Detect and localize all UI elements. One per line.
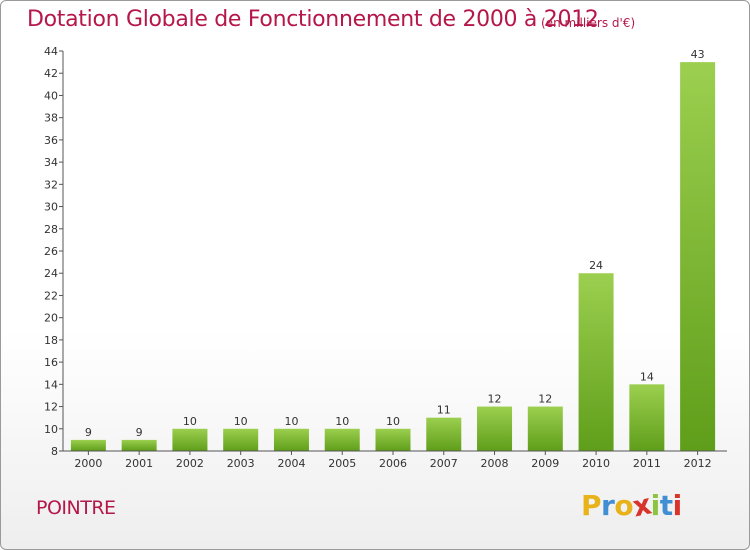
y-tick-label: 10 (44, 423, 58, 436)
data-label-2011: 14 (640, 370, 654, 383)
bar-2004 (273, 428, 309, 451)
x-tick-label-2000: 2000 (74, 457, 102, 470)
x-tick-label-2004: 2004 (277, 457, 305, 470)
bar-2009 (527, 406, 563, 451)
unit-label: (en milliers d'€) (541, 16, 636, 30)
data-label-2000: 9 (85, 426, 92, 439)
x-tick-label-2010: 2010 (582, 457, 610, 470)
bar-2010 (578, 273, 614, 451)
chart-title: Dotation Globale de Fonctionnement de 20… (27, 7, 599, 32)
bar-2005 (324, 428, 360, 451)
data-label-2010: 24 (589, 259, 603, 272)
bar-2003 (223, 428, 259, 451)
x-tick-label-2001: 2001 (125, 457, 153, 470)
bar-2007 (426, 417, 462, 451)
bar-2000 (70, 439, 106, 451)
x-tick-label-2011: 2011 (633, 457, 661, 470)
y-tick-label: 30 (44, 201, 58, 214)
y-tick-label: 8 (51, 445, 58, 458)
x-tick-label-2006: 2006 (379, 457, 407, 470)
logo-letter: P (581, 489, 602, 522)
bar-2011 (629, 384, 665, 451)
logo-letter: t (659, 489, 673, 522)
y-tick-label: 28 (44, 223, 58, 236)
data-label-2002: 10 (183, 415, 197, 428)
y-tick-label: 14 (44, 378, 58, 391)
y-tick-label: 26 (44, 245, 58, 258)
y-tick-label: 34 (44, 156, 58, 169)
bar-2012 (680, 62, 716, 451)
x-tick-label-2003: 2003 (227, 457, 255, 470)
data-label-2004: 10 (284, 415, 298, 428)
logo-letter: i (650, 489, 661, 522)
y-tick-label: 16 (44, 356, 58, 369)
y-tick-label: 42 (44, 67, 58, 80)
data-label-2005: 10 (335, 415, 349, 428)
data-label-2008: 12 (488, 393, 502, 406)
y-tick-label: 12 (44, 401, 58, 414)
logo-letter: r (601, 489, 615, 522)
bar-chart: 8 10 12 14 16 18 20 22 24 26 28 30 32 34 36 38 40 42 44 9 9… (44, 45, 727, 470)
x-tick-label-2008: 2008 (481, 457, 509, 470)
y-tick-label: 38 (44, 112, 58, 125)
commune-name: POINTRE (36, 497, 116, 519)
x-tick-label-2002: 2002 (176, 457, 204, 470)
data-label-2009: 12 (538, 393, 552, 406)
bar-2006 (375, 428, 411, 451)
x-tick-label-2007: 2007 (430, 457, 458, 470)
x-tick-label-2009: 2009 (531, 457, 559, 470)
y-tick-label: 40 (44, 89, 58, 102)
y-tick-label: 24 (44, 267, 58, 280)
data-label-2006: 10 (386, 415, 400, 428)
y-tick-label: 22 (44, 289, 58, 302)
x-tick-label-2005: 2005 (328, 457, 356, 470)
data-label-2003: 10 (234, 415, 248, 428)
data-label-2007: 11 (437, 404, 451, 417)
bar-2001 (121, 439, 157, 451)
y-tick-label: 44 (44, 45, 58, 58)
x-tick-label-2012: 2012 (684, 457, 712, 470)
y-tick-label: 18 (44, 334, 58, 347)
data-label-2001: 9 (136, 426, 143, 439)
y-tick-label: 36 (44, 134, 58, 147)
y-tick-label: 20 (44, 312, 58, 325)
data-label-2012: 43 (691, 48, 705, 61)
y-tick-label: 32 (44, 178, 58, 191)
bar-2008 (477, 406, 513, 451)
proxiti-logo: Proxiti (581, 488, 683, 524)
bar-2002 (172, 428, 208, 451)
logo-letter: o (614, 489, 634, 522)
logo-letter: i (672, 489, 683, 522)
